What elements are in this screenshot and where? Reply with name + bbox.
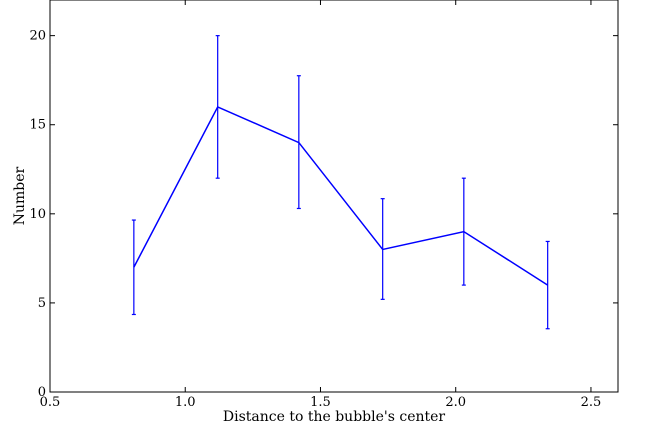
y-tick-label: 0 — [38, 385, 46, 400]
x-tick-label: 0.5 — [40, 395, 61, 410]
y-tick-label: 5 — [38, 296, 46, 311]
x-axis-ticks: 0.5 1.0 1.5 2.0 2.5 — [40, 0, 602, 410]
y-tick-label: 10 — [29, 207, 46, 222]
x-tick-label: 1.0 — [175, 395, 196, 410]
x-axis-label: Distance to the bubble's center — [223, 409, 446, 425]
error-bar — [461, 177, 466, 286]
x-tick-label: 2.0 — [445, 395, 466, 410]
plot-frame — [49, 0, 619, 393]
series-line — [133, 105, 549, 286]
series-layer — [131, 35, 550, 330]
error-bar — [545, 240, 550, 330]
y-axis-label: Number — [12, 166, 28, 225]
y-tick-label: 15 — [29, 118, 46, 133]
x-tick-label: 2.5 — [581, 395, 602, 410]
error-bar — [215, 35, 220, 179]
error-bar — [131, 219, 136, 316]
y-axis-ticks: 0 5 10 15 20 — [29, 29, 618, 400]
error-bar — [296, 75, 301, 210]
error-bar — [380, 198, 385, 300]
x-tick-label: 1.5 — [310, 395, 331, 410]
y-tick-label: 20 — [29, 29, 46, 44]
